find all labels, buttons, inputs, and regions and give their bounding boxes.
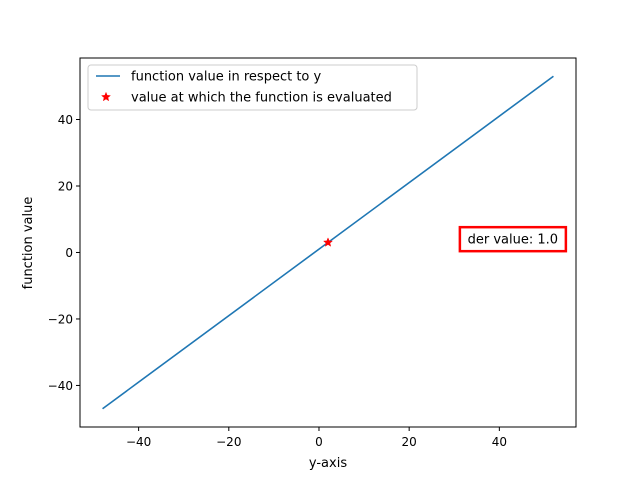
annotation-text: der value: 1.0 [468,233,558,248]
y-tick-label: −20 [48,312,73,326]
legend-box [87,64,418,111]
plot-area [102,75,554,410]
x-tick-label: −20 [216,435,241,449]
y-axis-ticks: −40 −20 0 20 40 [48,113,80,393]
annotation: der value: 1.0 [458,225,568,253]
legend-label: value at which the function is evaluated [131,91,392,106]
annotation-box [458,225,568,253]
evaluation-point-marker [322,237,334,247]
y-tick-label: 0 [65,246,73,260]
y-tick-label: −40 [48,379,73,393]
y-tick-label: 20 [58,179,73,193]
x-tick-label: 0 [315,435,323,449]
y-axis-label: function value [21,197,36,290]
x-tick-label: 20 [402,435,417,449]
legend-label: function value in respect to y [131,70,322,85]
x-axis-ticks: −40 −20 0 20 40 [126,427,507,449]
x-tick-label: 40 [492,435,507,449]
x-axis-label: y-axis [309,456,347,471]
plot-frame [79,57,577,428]
x-tick-label: −40 [126,435,151,449]
legend: function value in respect to y value at w… [87,64,418,111]
legend-star-swatch [100,91,112,102]
y-tick-label: 40 [58,113,73,127]
